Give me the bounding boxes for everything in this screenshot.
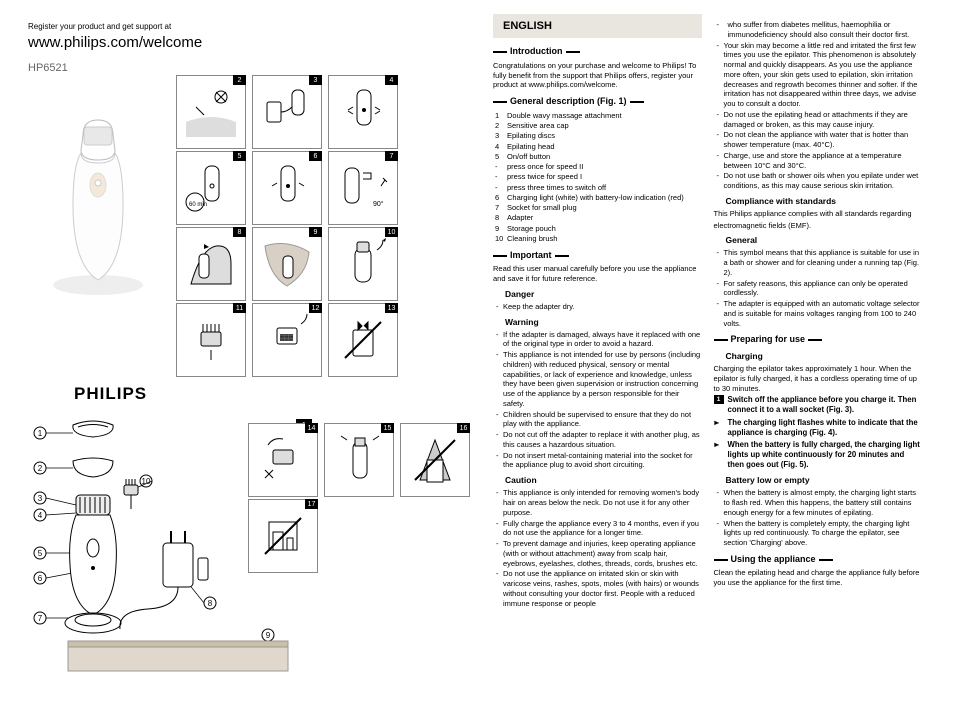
caution-list-cont: who suffer from diabetes mellitus, haemo…	[714, 20, 923, 191]
fig-2: 2	[176, 75, 246, 149]
intro-text: Congratulations on your purchase and wel…	[493, 61, 702, 90]
using-text: Clean the epilating head and charge the …	[714, 568, 923, 588]
danger-list: Keep the adapter dry.	[493, 302, 702, 312]
fig-12: 12 ▓▓▓	[252, 303, 322, 377]
svg-text:7: 7	[38, 614, 43, 623]
fig-8: 8	[176, 227, 246, 301]
svg-text:5: 5	[38, 549, 43, 558]
intro-heading: Introduction	[493, 46, 702, 58]
register-text: Register your product and get support at	[28, 22, 457, 32]
fig-14: 14	[248, 423, 318, 497]
gd-list: 1Double wavy massage attachment 2Sensiti…	[493, 111, 702, 244]
compliance-text2: electromagnetic fields (EMF).	[714, 221, 923, 231]
danger-heading: Danger	[505, 289, 702, 300]
important-text: Read this user manual carefully before y…	[493, 264, 702, 284]
svg-text:9: 9	[266, 631, 271, 640]
svg-text:90°: 90°	[373, 200, 384, 208]
fig-17: 17	[248, 499, 318, 573]
fig-4: 4	[328, 75, 398, 149]
general-heading: General	[726, 235, 923, 246]
svg-text:▓▓▓: ▓▓▓	[280, 334, 294, 341]
model: HP6521	[28, 61, 457, 75]
battery-list: When the battery is almost empty, the ch…	[714, 488, 923, 548]
fig-13: 13	[328, 303, 398, 377]
url: www.philips.com/welcome	[28, 33, 457, 53]
brand-logo: PHILIPS	[74, 383, 457, 405]
battery-heading: Battery low or empty	[726, 475, 923, 486]
fig-16: 16	[400, 423, 470, 497]
fig-6: 6	[252, 151, 322, 225]
using-heading: Using the appliance	[714, 554, 923, 566]
fig-3: 3	[252, 75, 322, 149]
charging-heading: Charging	[726, 351, 923, 362]
hero-image	[28, 85, 168, 325]
svg-text:4: 4	[38, 511, 43, 520]
svg-text:60 min: 60 min	[189, 202, 207, 208]
fig-11: 11	[176, 303, 246, 377]
fig-7: 7 90°	[328, 151, 398, 225]
charging-text: Charging the epilator takes approximatel…	[714, 364, 923, 393]
charging-steps: 1Switch off the appliance before you cha…	[714, 395, 923, 470]
svg-text:8: 8	[208, 599, 213, 608]
svg-text:3: 3	[38, 494, 43, 503]
preparing-heading: Preparing for use	[714, 334, 923, 346]
important-heading: Important	[493, 250, 702, 262]
caution-list: This appliance is only intended for remo…	[493, 488, 702, 608]
fig-15: 15	[324, 423, 394, 497]
svg-text:2: 2	[38, 464, 43, 473]
language-header: ENGLISH	[493, 14, 702, 38]
compliance-text: This Philips appliance complies with all…	[714, 209, 923, 219]
fig-10: 10	[328, 227, 398, 301]
warning-heading: Warning	[505, 317, 702, 328]
caution-heading: Caution	[505, 475, 702, 486]
svg-text:6: 6	[38, 574, 43, 583]
general-list: This symbol means that this appliance is…	[714, 248, 923, 328]
compliance-heading: Compliance with standards	[726, 196, 923, 207]
fig-5: 5 60 min	[176, 151, 246, 225]
gd-heading: General description (Fig. 1)	[493, 96, 702, 108]
warning-list: If the adapter is damaged, always have i…	[493, 330, 702, 471]
fig-9: 9	[252, 227, 322, 301]
svg-text:1: 1	[38, 429, 43, 438]
